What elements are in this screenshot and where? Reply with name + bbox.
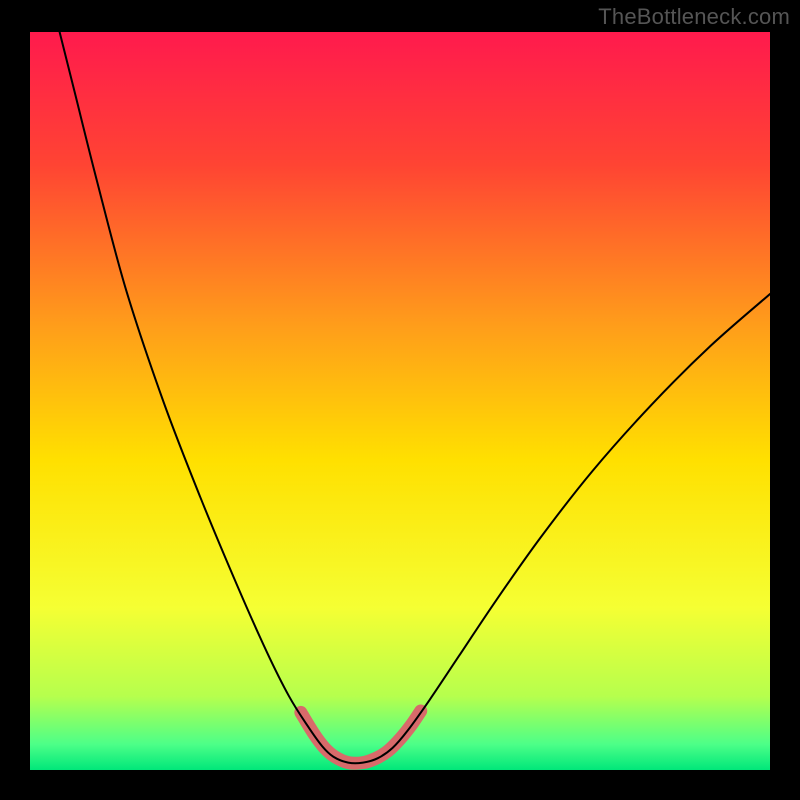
gradient-background — [30, 32, 770, 770]
plot-frame — [30, 32, 770, 770]
chart-stage: TheBottleneck.com — [0, 0, 800, 800]
plot-svg — [30, 32, 770, 770]
watermark-text: TheBottleneck.com — [598, 4, 790, 30]
